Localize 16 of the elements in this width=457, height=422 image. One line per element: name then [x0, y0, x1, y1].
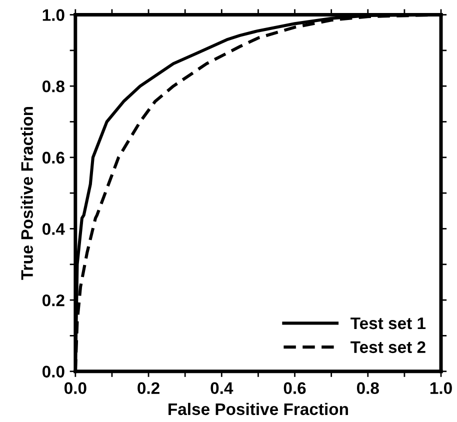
x-tick-label: 0.4	[210, 382, 234, 394]
y-tick-label: 0.0	[42, 366, 64, 378]
legend-label: Test set 2	[350, 341, 426, 354]
x-tick-label: 0.2	[138, 382, 160, 394]
x-tick-label: 0.8	[356, 382, 379, 394]
x-tick-label: 0.0	[64, 382, 86, 394]
legend-label: Test set 1	[350, 318, 426, 330]
y-tick-label: 0.4	[42, 223, 65, 235]
y-tick-label: 1.0	[42, 9, 64, 21]
y-tick-label: 0.8	[42, 80, 64, 92]
y-tick-label: 0.6	[42, 152, 64, 164]
y-axis-title: True Positive Fraction	[20, 107, 33, 280]
x-axis-title: False Positive Fraction	[168, 402, 348, 416]
x-tick-label: 1.0	[430, 382, 452, 394]
x-tick-label: 0.6	[284, 382, 306, 394]
y-tick-label: 0.2	[42, 294, 64, 306]
